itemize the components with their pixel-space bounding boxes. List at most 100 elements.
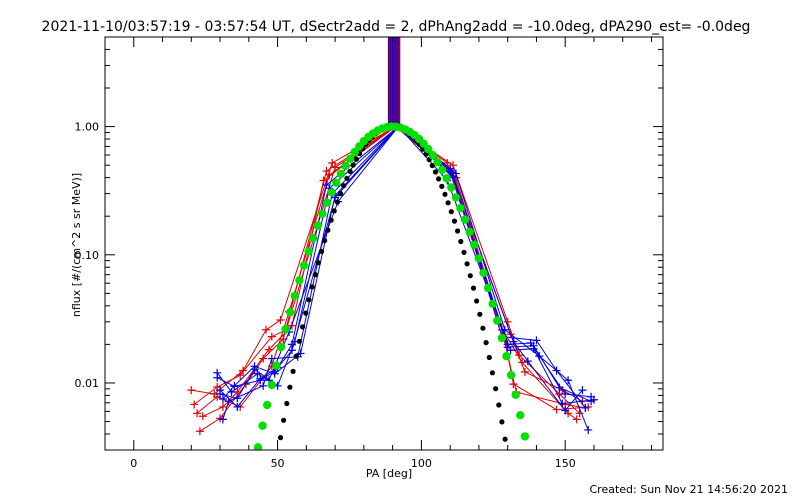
data-point-red [259, 354, 268, 363]
fit-dot-green [350, 147, 359, 157]
fit-dot-green [258, 421, 267, 430]
data-point-red [552, 405, 561, 414]
fit-dot-green [511, 390, 520, 399]
data-point-red [509, 380, 518, 389]
data-point-red [190, 400, 199, 409]
data-point-blue [218, 394, 227, 403]
series-line-blue [219, 125, 583, 412]
data-point-red [572, 415, 581, 424]
fit-dot-black [455, 228, 461, 234]
chart-title: 2021-11-10/03:57:19 - 03:57:54 UT, dSect… [42, 19, 751, 35]
fit-dot-black [334, 199, 340, 205]
fit-dot-black [296, 338, 302, 344]
data-point-blue [561, 406, 570, 415]
fit-dot-green [341, 161, 350, 171]
data-point-blue [509, 337, 518, 346]
data-point-blue [259, 381, 268, 390]
fit-dot-green [336, 169, 346, 179]
series-line-blue [216, 125, 589, 431]
fit-dot-black [277, 435, 284, 441]
x-tick-label: 100 [411, 457, 432, 470]
plot-frame [104, 36, 664, 451]
fit-dot-black [439, 183, 445, 189]
fit-dot-green [465, 227, 474, 236]
fit-dot-green [488, 299, 497, 309]
data-point-blue [578, 386, 587, 395]
fit-dot-black [467, 273, 473, 279]
data-point-blue [287, 340, 296, 349]
fit-dot-green [281, 325, 290, 334]
fit-dot-green [428, 151, 438, 160]
fit-dot-green [437, 165, 447, 175]
fit-dot-green [327, 188, 336, 197]
fit-dot-black [461, 249, 467, 255]
fit-dot-black [306, 297, 312, 303]
data-point-red [218, 402, 227, 411]
fit-dot-black [474, 298, 480, 304]
fit-dot-green [506, 370, 516, 380]
fit-dot-black [344, 175, 350, 181]
fit-dot-green [263, 400, 272, 410]
fit-dot-green [424, 144, 433, 154]
fit-dot-black [353, 156, 359, 162]
fit-dot-black [300, 324, 306, 330]
fit-dot-black [464, 261, 470, 267]
data-point-red [187, 386, 196, 395]
fit-dot-black [303, 310, 309, 316]
fit-dot-green [299, 261, 309, 270]
fit-dot-green [290, 291, 299, 300]
data-point-blue [267, 354, 276, 363]
fit-dot-green [272, 361, 281, 370]
fit-dot-black [480, 325, 486, 331]
data-point-blue [451, 169, 460, 178]
fit-dot-black [451, 218, 458, 224]
x-tick-label: 0 [130, 457, 137, 470]
fit-dot-black [325, 227, 331, 233]
fit-dot-black [322, 237, 328, 244]
data-point-red [575, 409, 584, 418]
data-point-red [239, 366, 248, 375]
fit-dot-green [295, 276, 304, 285]
fit-dot-green [456, 203, 465, 213]
fit-dot-green [309, 233, 318, 243]
fit-dot-black [486, 354, 492, 361]
plot-series-group [187, 37, 598, 450]
data-point-blue [584, 425, 593, 434]
y-tick-label: 0.10 [75, 249, 100, 262]
data-point-red [322, 167, 331, 176]
fit-dot-black [432, 169, 439, 175]
fit-dot-green [442, 174, 451, 183]
data-point-blue [535, 352, 544, 361]
data-point-red [503, 317, 512, 326]
fit-dot-black [477, 311, 483, 317]
fit-dot-black [499, 419, 505, 425]
fit-dot-green [479, 268, 488, 277]
data-point-blue [555, 383, 564, 392]
series-line-blue [222, 125, 595, 420]
fit-dot-green [447, 183, 456, 192]
fit-dot-green [276, 342, 286, 352]
data-point-red [331, 163, 340, 172]
fit-dot-black [290, 368, 296, 374]
fit-dot-green [460, 215, 470, 224]
fit-dot-green [332, 178, 341, 187]
fit-dot-green [267, 380, 276, 390]
fit-dot-black [331, 208, 337, 214]
fit-dot-black [448, 209, 454, 215]
data-point-blue [296, 349, 305, 358]
fit-dot-black [436, 176, 442, 182]
data-point-blue [587, 397, 596, 406]
fit-dot-black [281, 417, 287, 423]
series-line-red [193, 125, 577, 420]
data-point-red [236, 371, 245, 380]
fit-dot-black [496, 402, 502, 408]
data-point-blue [230, 381, 239, 390]
fit-dot-green [470, 240, 479, 249]
x-tick-label: 50 [271, 457, 285, 470]
data-point-red [267, 332, 276, 341]
data-point-blue [233, 402, 242, 411]
series-line-blue [219, 125, 586, 409]
plot-area: 0 50 100 150 0.01 0.10 1.00 [75, 36, 664, 470]
fit-dot-black [284, 400, 290, 407]
